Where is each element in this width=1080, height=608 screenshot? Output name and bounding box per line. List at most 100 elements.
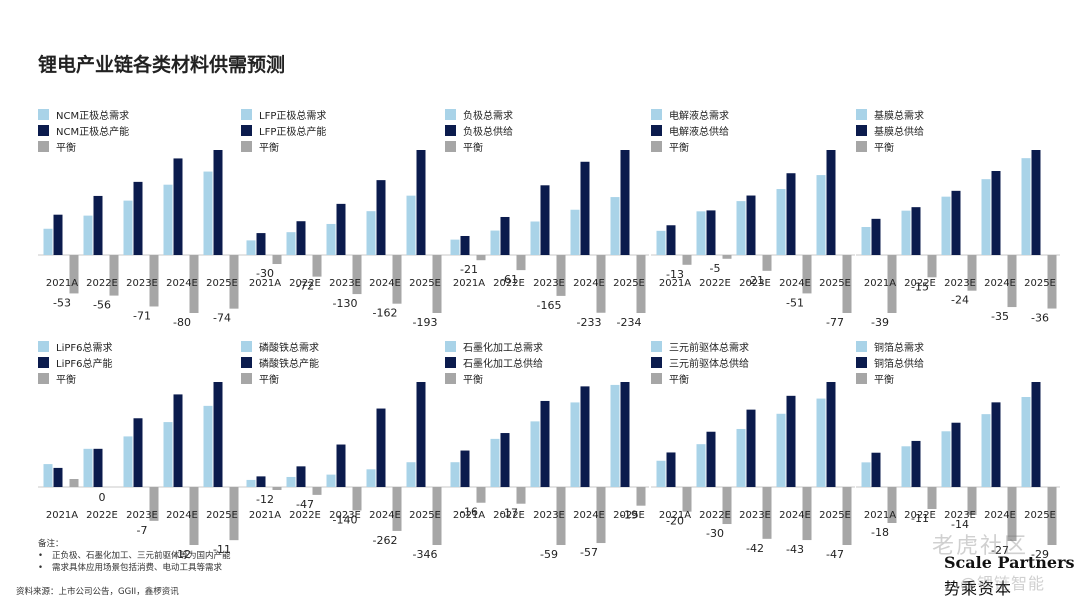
balance-data-label: -36 [1031, 312, 1049, 325]
balance-data-label: -5 [710, 262, 721, 275]
legend-item: 电解液总需求 [651, 106, 729, 122]
legend-label: NCM正极总需求 [56, 110, 130, 122]
balance-bar [352, 255, 362, 295]
balance-data-label: -18 [871, 526, 889, 539]
demand-bar [366, 211, 376, 255]
x-tick-label: 2025E [613, 510, 645, 521]
legend-label: 平衡 [669, 142, 689, 154]
legend-item: 平衡 [445, 138, 513, 154]
balance-bar [149, 255, 159, 307]
supply-bar [1031, 382, 1041, 487]
supply-bar [666, 452, 676, 487]
x-tick-label: 2024E [779, 278, 811, 289]
legend-swatch [856, 372, 867, 384]
legend-item: 平衡 [241, 138, 326, 154]
legend-item: 三元前驱体总供给 [651, 354, 749, 370]
supply-bar [296, 466, 306, 487]
legend-label: 石墨化加工总供给 [463, 358, 543, 370]
legend-item: NCM正极总需求 [38, 106, 129, 122]
demand-bar [610, 197, 620, 255]
legend-label: 三元前驱体总供给 [669, 358, 749, 370]
legend-label: 平衡 [463, 142, 483, 154]
x-tick-label: 2023E [944, 510, 976, 521]
balance-bar [69, 255, 79, 294]
x-tick-label: 2021A [659, 510, 691, 521]
demand-bar [43, 464, 53, 487]
demand-bar [246, 240, 256, 255]
brand-logo-cn: 势乘资本 [944, 579, 1013, 598]
legend-item: 铜箔总供给 [856, 354, 924, 370]
demand-bar [203, 171, 213, 255]
x-tick-label: 2024E [166, 510, 198, 521]
legend-item: 负极总需求 [445, 106, 513, 122]
demand-bar [406, 462, 416, 487]
balance-data-label: -30 [256, 267, 274, 280]
legend-swatch [651, 124, 662, 136]
balance-data-label: -130 [333, 297, 358, 310]
legend-item: 平衡 [651, 370, 749, 386]
demand-bar [696, 211, 706, 255]
x-tick-label: 2021A [249, 278, 281, 289]
balance-data-label: -13 [666, 268, 684, 281]
legend-label: 平衡 [259, 374, 279, 386]
x-tick-label: 2023E [126, 278, 158, 289]
demand-bar [941, 196, 951, 255]
balance-data-label: -12 [173, 548, 191, 561]
legend-item: 平衡 [445, 370, 543, 386]
demand-bar [530, 221, 540, 255]
supply-bar [1031, 150, 1041, 255]
balance-bar [516, 255, 526, 271]
legend-item: 平衡 [856, 370, 924, 386]
demand-bar [610, 384, 620, 487]
balance-bar [596, 487, 606, 544]
balance-bar [762, 255, 772, 271]
demand-bar [736, 428, 746, 487]
demand-bar [901, 210, 911, 255]
balance-bar [556, 255, 566, 296]
balance-data-label: -20 [666, 515, 684, 528]
balance-data-label: -193 [413, 316, 438, 329]
balance-data-label: -57 [580, 546, 598, 559]
source-text: 资料来源：上市公司公告，GGII，鑫椤资讯 [16, 587, 179, 597]
balance-bar [967, 487, 977, 515]
x-tick-label: 2024E [779, 510, 811, 521]
supply-bar [786, 395, 796, 487]
supply-bar [991, 402, 1001, 487]
balance-bar [476, 487, 486, 503]
supply-bar [376, 180, 386, 255]
demand-bar [406, 195, 416, 255]
chart-legend: 电解液总需求电解液总供给 平衡 [651, 106, 729, 154]
balance-data-label: -16 [460, 506, 478, 519]
legend-item: LiPF6总需求 [38, 338, 113, 354]
supply-bar [826, 150, 836, 255]
balance-bar [927, 255, 937, 278]
chart-legend: 负极总需求 负极总供给 平衡 [445, 106, 513, 154]
balance-data-label: 0 [99, 491, 106, 504]
legend-swatch [38, 372, 49, 384]
legend-label: LFP正极总产能 [259, 126, 327, 138]
x-tick-label: 2025E [613, 278, 645, 289]
demand-bar [941, 431, 951, 487]
legend-item: LiPF6总产能 [38, 354, 113, 370]
supply-bar [951, 190, 961, 255]
x-tick-label: 2022E [904, 278, 936, 289]
supply-bar [53, 467, 63, 487]
balance-data-label: -21 [746, 274, 764, 287]
x-tick-label: 2025E [206, 278, 238, 289]
x-tick-label: 2025E [409, 278, 441, 289]
legend-item: LFP正极总产能 [241, 122, 326, 138]
balance-data-label: -47 [296, 498, 314, 511]
x-tick-label: 2023E [126, 510, 158, 521]
balance-bar [887, 487, 897, 523]
x-tick-label: 2021A [46, 278, 78, 289]
legend-item: 电解液总供给 [651, 122, 729, 138]
legend-label: 电解液总供给 [669, 126, 729, 138]
demand-bar [530, 421, 540, 487]
x-tick-label: 2022E [493, 278, 525, 289]
balance-bar [842, 487, 852, 545]
note-item: • 正负极、石墨化加工、三元前驱体等为国内产能 [38, 551, 231, 561]
demand-bar [861, 462, 871, 487]
